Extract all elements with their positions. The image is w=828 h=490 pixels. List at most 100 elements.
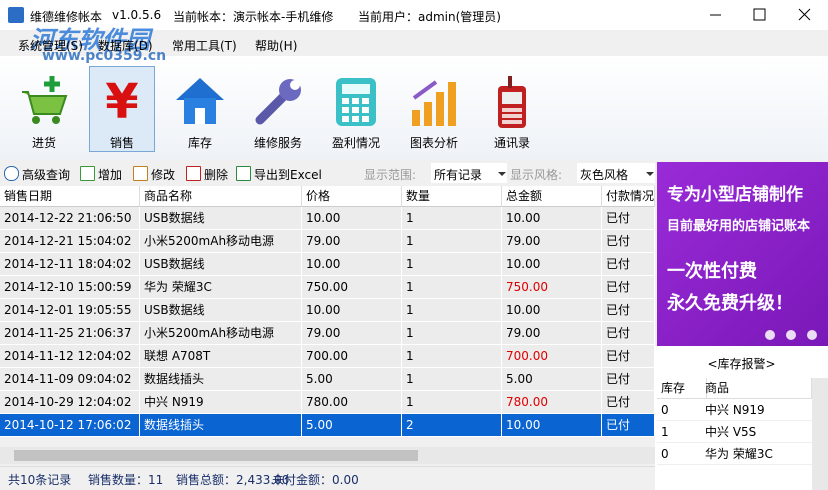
table-cell[interactable]: 780.00 — [302, 391, 402, 414]
toolbar-label[interactable]: 通讯录 — [493, 136, 530, 150]
table-cell[interactable]: 小米5200mAh移动电源 — [140, 322, 302, 345]
table-cell[interactable]: 5.00 — [302, 414, 402, 437]
table-cell[interactable]: 79.00 — [502, 230, 602, 253]
carousel-dot[interactable] — [807, 330, 817, 340]
action-button[interactable]: 修改 — [151, 168, 176, 182]
table-cell[interactable]: 2014-11-25 21:06:37 — [0, 322, 140, 345]
filter-value[interactable]: 灰色风格 — [580, 168, 629, 182]
table-cell[interactable]: 10.00 — [302, 253, 402, 276]
column-header[interactable]: 数量 — [402, 186, 502, 207]
table-cell[interactable]: 79.00 — [302, 230, 402, 253]
table-cell[interactable]: 1 — [402, 207, 502, 230]
table-cell[interactable]: 已付 — [602, 414, 655, 437]
action-icon[interactable] — [80, 166, 95, 181]
toolbar-label[interactable]: 进货 — [31, 136, 56, 150]
table-cell[interactable]: 已付 — [602, 391, 655, 414]
column-header[interactable]: 商品名称 — [140, 186, 302, 207]
table-cell[interactable]: 10.00 — [502, 207, 602, 230]
table-cell[interactable]: 750.00 — [302, 276, 402, 299]
filter-dropdown[interactable] — [577, 163, 655, 183]
toolbar-label[interactable]: 图表分析 — [409, 136, 458, 150]
table-cell[interactable]: 已付 — [602, 230, 655, 253]
table-cell[interactable]: 小米5200mAh移动电源 — [140, 230, 302, 253]
table-cell[interactable]: 79.00 — [302, 322, 402, 345]
action-icon[interactable] — [133, 166, 148, 181]
action-icon[interactable] — [4, 166, 19, 181]
scroll-thumb[interactable] — [14, 450, 418, 461]
table-cell[interactable]: 10.00 — [502, 253, 602, 276]
table-cell[interactable]: 2014-11-12 12:04:02 — [0, 345, 140, 368]
action-icon[interactable] — [236, 166, 251, 181]
toolbar-icon[interactable]: ¥ — [94, 74, 150, 130]
action-button[interactable]: 增加 — [98, 168, 123, 182]
filter-dropdown[interactable] — [431, 163, 507, 183]
table-cell[interactable]: 联想 A708T — [140, 345, 302, 368]
table-cell[interactable]: 5.00 — [502, 368, 602, 391]
table-cell[interactable]: 1 — [402, 253, 502, 276]
toolbar-label[interactable]: 库存 — [187, 136, 212, 150]
table-cell[interactable]: 10.00 — [302, 299, 402, 322]
table-cell[interactable]: 5.00 — [302, 368, 402, 391]
table-cell[interactable]: 2014-10-29 12:04:02 — [0, 391, 140, 414]
table-cell[interactable]: 700.00 — [302, 345, 402, 368]
table-cell[interactable]: 已付 — [602, 345, 655, 368]
table-cell[interactable]: 2 — [402, 414, 502, 437]
menu-item[interactable]: 数据库(D) — [98, 39, 153, 53]
table-cell[interactable]: 10.00 — [502, 299, 602, 322]
column-header[interactable]: 价格 — [302, 186, 402, 207]
table-cell[interactable]: 2014-12-10 15:00:59 — [0, 276, 140, 299]
table-cell[interactable]: 数据线插头 — [140, 368, 302, 391]
table-cell[interactable]: 1 — [402, 276, 502, 299]
table-cell[interactable]: 10.00 — [302, 207, 402, 230]
toolbar-icon[interactable] — [250, 74, 306, 130]
carousel-dot[interactable] — [765, 330, 775, 340]
table-cell[interactable]: 79.00 — [502, 322, 602, 345]
column-header[interactable]: 总金额 — [502, 186, 602, 207]
column-header[interactable]: 销售日期 — [0, 186, 140, 207]
table-cell[interactable]: 2014-11-09 09:04:02 — [0, 368, 140, 391]
filter-value[interactable]: 所有记录 — [434, 168, 483, 182]
table-cell[interactable]: 已付 — [602, 299, 655, 322]
window-controls[interactable] — [700, 0, 828, 30]
ad-banner[interactable] — [657, 162, 828, 346]
toolbar-label[interactable]: 维修服务 — [253, 136, 302, 150]
toolbar-icon[interactable] — [172, 74, 228, 130]
toolbar-icon[interactable] — [328, 74, 384, 130]
table-cell[interactable]: 1 — [402, 299, 502, 322]
carousel-dot[interactable] — [786, 330, 796, 340]
toolbar-icon[interactable] — [484, 74, 540, 130]
table-cell[interactable]: 华为 荣耀3C — [140, 276, 302, 299]
table-cell[interactable]: 中兴 N919 — [140, 391, 302, 414]
table-cell[interactable]: 已付 — [602, 276, 655, 299]
table-cell[interactable]: 2014-12-11 18:04:02 — [0, 253, 140, 276]
menu-item[interactable]: 常用工具(T) — [172, 39, 237, 53]
menu-item[interactable]: 帮助(H) — [255, 39, 298, 53]
action-button[interactable]: 导出到Excel — [254, 168, 322, 182]
toolbar-icon[interactable] — [406, 74, 462, 130]
action-button[interactable]: 高级查询 — [22, 168, 71, 182]
toolbar-label[interactable]: 盈利情况 — [331, 136, 380, 150]
action-icon[interactable] — [186, 166, 201, 181]
table-cell[interactable]: 10.00 — [502, 414, 602, 437]
table-cell[interactable]: 已付 — [602, 207, 655, 230]
table-cell[interactable]: 780.00 — [502, 391, 602, 414]
table-cell[interactable]: 2014-12-22 21:06:50 — [0, 207, 140, 230]
table-cell[interactable]: 700.00 — [502, 345, 602, 368]
toolbar-icon[interactable] — [16, 74, 72, 130]
action-button[interactable]: 删除 — [204, 168, 229, 182]
table-cell[interactable]: 2014-12-21 15:04:02 — [0, 230, 140, 253]
table-cell[interactable]: 2014-10-12 17:06:02 — [0, 414, 140, 437]
table-cell[interactable]: 750.00 — [502, 276, 602, 299]
table-cell[interactable]: 1 — [402, 391, 502, 414]
table-cell[interactable]: 1 — [402, 230, 502, 253]
table-cell[interactable]: 已付 — [602, 368, 655, 391]
table-cell[interactable]: USB数据线 — [140, 207, 302, 230]
table-cell[interactable]: 1 — [402, 368, 502, 391]
table-cell[interactable]: 1 — [402, 322, 502, 345]
table-cell[interactable]: USB数据线 — [140, 299, 302, 322]
v-scrollbar[interactable] — [812, 378, 828, 490]
table-cell[interactable]: 1 — [402, 345, 502, 368]
column-header[interactable]: 付款情况 — [602, 186, 655, 207]
table-cell[interactable]: 已付 — [602, 322, 655, 345]
table-cell[interactable]: 2014-12-01 19:05:55 — [0, 299, 140, 322]
